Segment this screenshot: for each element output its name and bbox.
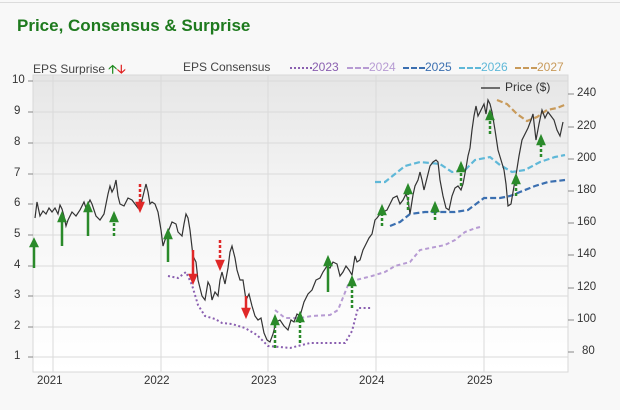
legend-price-label: Price ($)	[505, 80, 551, 94]
line-sample-icon	[290, 66, 312, 69]
legend-year-2024: 2024	[347, 60, 396, 74]
gridlines	[33, 75, 568, 372]
legend-surprise-label: EPS Surprise	[33, 62, 106, 76]
series-2025	[389, 178, 566, 228]
legend-year-2026: 2026	[459, 60, 508, 74]
top-divider	[0, 2, 620, 3]
surprise-arrows	[28, 108, 546, 348]
series-price	[34, 98, 564, 343]
legend-surprise: EPS Surprise 🡡🡣	[33, 60, 126, 81]
line-sample-icon	[459, 66, 481, 69]
series-2027	[496, 98, 568, 123]
arrow-down-icon: 🡣	[117, 62, 126, 76]
line-sample-icon	[403, 66, 425, 69]
series-2023	[167, 270, 372, 350]
legend-consensus-label: EPS Consensus	[183, 60, 271, 74]
arrow-up-icon: 🡡	[108, 62, 117, 76]
line-sample-icon	[347, 66, 369, 69]
legend-year-2027: 2027	[515, 60, 564, 74]
legend-year-2023: 2023	[290, 60, 339, 74]
series-2026	[375, 153, 566, 184]
legend-year-2025: 2025	[403, 60, 452, 74]
series-2024	[274, 226, 481, 319]
line-sample-icon	[515, 66, 537, 69]
chart-title: Price, Consensus & Surprise	[17, 16, 251, 35]
